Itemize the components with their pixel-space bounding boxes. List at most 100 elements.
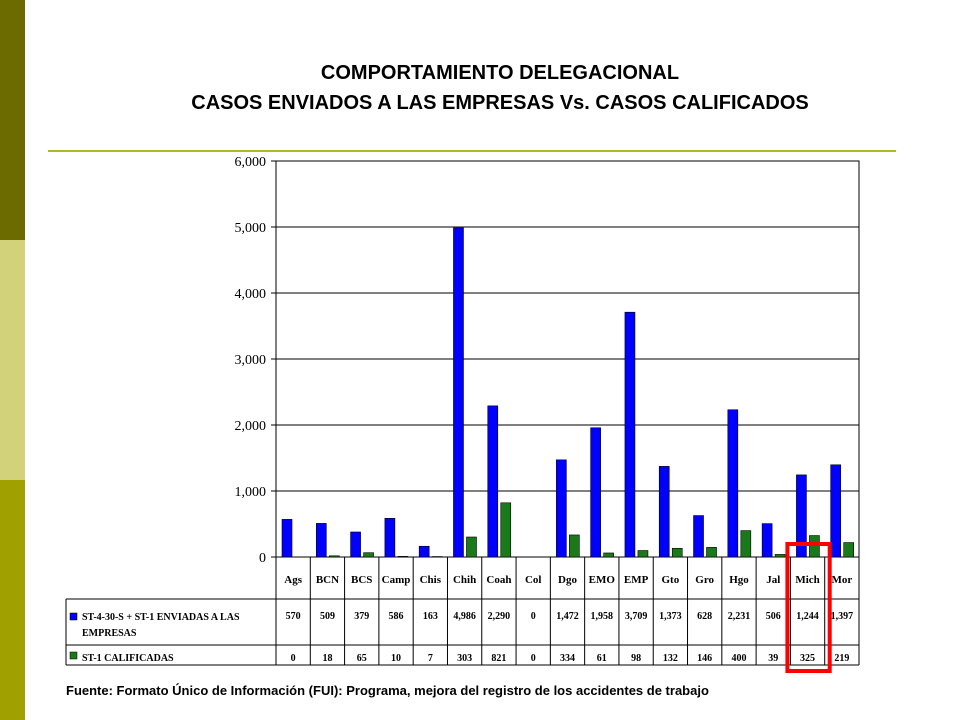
- legend-label: EMPRESAS: [82, 628, 137, 639]
- data-label: 1,472: [556, 611, 579, 622]
- bar-enviadas: [315, 523, 327, 558]
- bar-enviadas: [556, 459, 567, 558]
- data-label: 1,244: [796, 611, 819, 622]
- data-label: 586: [389, 611, 404, 622]
- bar-enviadas: [281, 519, 293, 558]
- bar-enviadas: [727, 409, 739, 558]
- data-label: 98: [631, 653, 641, 664]
- data-label: 1,958: [591, 611, 614, 622]
- y-tick-label: 0: [259, 551, 266, 566]
- y-tick-label: 5,000: [235, 221, 267, 236]
- x-tick-label: BCS: [351, 574, 372, 586]
- bar-calificadas: [328, 555, 340, 558]
- data-label: 3,709: [625, 611, 648, 622]
- data-label: 379: [354, 611, 369, 622]
- data-label: 509: [320, 611, 335, 622]
- x-tick-label: Camp: [382, 574, 411, 586]
- bar-calificadas: [363, 552, 374, 558]
- bar-calificadas: [774, 554, 786, 558]
- source-note: Fuente: Formato Único de Información (FU…: [66, 683, 709, 698]
- bar-enviadas: [830, 464, 842, 558]
- x-tick-label: Ags: [284, 574, 302, 586]
- data-label: 2,290: [488, 611, 511, 622]
- data-label: 65: [357, 653, 367, 664]
- x-tick-label: EMP: [624, 574, 649, 586]
- x-tick-label: Mor: [831, 574, 852, 586]
- data-label: 4,986: [453, 611, 476, 622]
- data-label: 0: [291, 653, 296, 664]
- bar-enviadas: [418, 545, 430, 558]
- bar-enviadas: [384, 518, 396, 558]
- bar-enviadas: [487, 405, 499, 558]
- data-label: 219: [834, 653, 849, 664]
- bar-enviadas: [453, 227, 464, 558]
- data-label: 7: [428, 653, 433, 664]
- bar-enviadas: [796, 474, 807, 558]
- x-tick-label: Coah: [486, 574, 511, 586]
- data-label: 570: [286, 611, 301, 622]
- side-band-top: [0, 0, 25, 240]
- side-band-bottom: [0, 480, 25, 720]
- x-tick-label: Hgo: [729, 574, 749, 586]
- x-tick-label: BCN: [316, 574, 339, 586]
- highlight-box: [785, 542, 832, 673]
- data-label: 325: [800, 653, 815, 664]
- chart-title-line-2: CASOS ENVIADOS A LAS EMPRESAS Vs. CASOS …: [191, 92, 809, 114]
- data-label: 18: [322, 653, 332, 664]
- bar-calificadas: [397, 556, 409, 558]
- data-label: 1,373: [659, 611, 682, 622]
- x-tick-label: Chih: [453, 574, 476, 586]
- bar-enviadas: [693, 515, 704, 558]
- data-label: 163: [423, 611, 438, 622]
- data-label: 821: [491, 653, 506, 664]
- data-label: 400: [731, 653, 746, 664]
- y-tick-label: 1,000: [235, 485, 267, 500]
- data-label: 10: [391, 653, 401, 664]
- data-label: 61: [597, 653, 607, 664]
- data-label: 334: [560, 653, 575, 664]
- x-tick-label: Mich: [795, 574, 819, 586]
- bar-calificadas: [569, 534, 580, 558]
- title-divider: [48, 150, 896, 152]
- bar-calificadas: [466, 536, 477, 558]
- legend-key: [69, 612, 78, 621]
- bar-calificadas: [671, 547, 683, 558]
- x-tick-label: Gto: [662, 574, 680, 586]
- legend-label: ST-1 CALIFICADAS: [82, 653, 174, 664]
- x-tick-label: EMO: [589, 574, 616, 586]
- bar-calificadas: [637, 550, 649, 558]
- x-tick-label: Col: [525, 574, 542, 586]
- data-label: 132: [663, 653, 678, 664]
- data-label: 0: [531, 653, 536, 664]
- bar-enviadas: [624, 311, 636, 558]
- data-label: 628: [697, 611, 712, 622]
- y-tick-label: 4,000: [235, 287, 267, 302]
- x-tick-label: Jal: [766, 574, 780, 586]
- bar-calificadas: [706, 547, 717, 558]
- legend-label: ST-4-30-S + ST-1 ENVIADAS A LAS: [82, 612, 240, 623]
- bar-calificadas: [500, 502, 512, 558]
- bar-enviadas: [658, 466, 670, 558]
- bar-calificadas: [740, 530, 752, 558]
- y-tick-label: 2,000: [235, 419, 267, 434]
- bar-enviadas: [590, 427, 601, 558]
- data-label: 146: [697, 653, 712, 664]
- bar-calificadas: [603, 552, 614, 558]
- data-label: 303: [457, 653, 472, 664]
- y-tick-label: 3,000: [235, 353, 267, 368]
- data-label: 506: [766, 611, 781, 622]
- bar-calificadas: [843, 542, 855, 558]
- bar-calificadas: [809, 535, 820, 558]
- data-label: 39: [768, 653, 778, 664]
- data-label: 1,397: [831, 611, 854, 622]
- legend-key: [69, 651, 78, 660]
- y-tick-label: 6,000: [235, 155, 267, 170]
- bar-enviadas: [350, 531, 361, 558]
- side-band-middle: [0, 240, 25, 480]
- bar-enviadas: [761, 523, 773, 558]
- x-tick-label: Dgo: [558, 574, 577, 586]
- x-tick-label: Gro: [695, 574, 714, 586]
- data-label: 0: [531, 611, 536, 622]
- x-tick-label: Chis: [420, 574, 442, 586]
